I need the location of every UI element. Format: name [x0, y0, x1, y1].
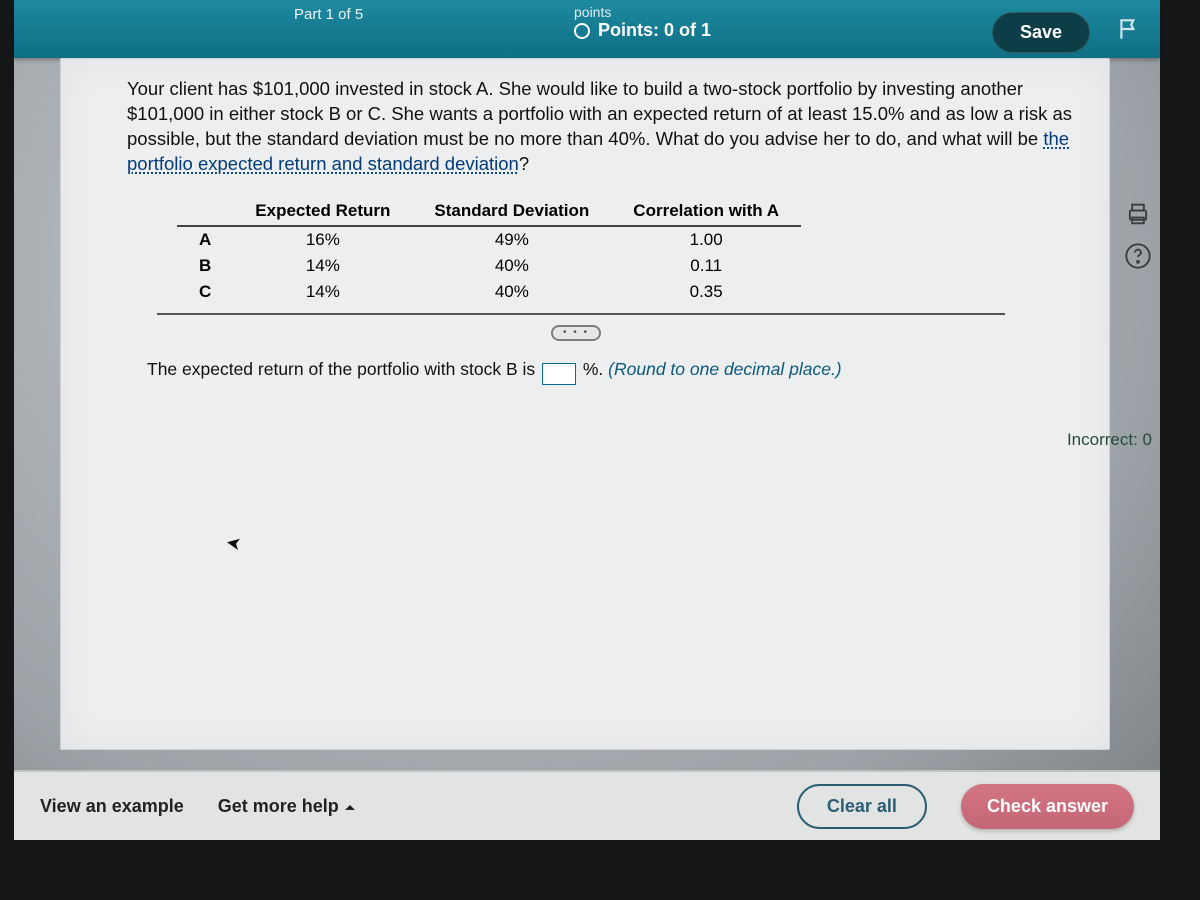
cursor-icon: ➤	[224, 532, 243, 555]
top-bar: Part 1 of 5 points Points: 0 of 1 Save	[14, 0, 1160, 58]
get-more-help-dropdown[interactable]: Get more help	[218, 796, 355, 817]
table-row: B 14% 40% 0.11	[177, 253, 801, 279]
data-table: Expected Return Standard Deviation Corre…	[177, 197, 801, 305]
table-row: A 16% 49% 1.00	[177, 226, 801, 253]
table-row: C 14% 40% 0.35	[177, 279, 801, 305]
answer-prompt: The expected return of the portfolio wit…	[147, 359, 1085, 386]
show-more-icon[interactable]: • • •	[551, 325, 601, 341]
table-divider	[157, 313, 1005, 315]
save-button[interactable]: Save	[992, 12, 1090, 53]
chevron-up-icon	[345, 800, 355, 810]
print-icon[interactable]	[1124, 200, 1152, 228]
table-header-row: Expected Return Standard Deviation Corre…	[177, 197, 801, 226]
part-indicator: Part 1 of 5	[294, 6, 363, 23]
points-label: points	[574, 4, 711, 20]
question-card: Your client has $101,000 invested in sto…	[60, 58, 1110, 750]
flag-icon[interactable]	[1116, 16, 1142, 42]
rounding-hint: (Round to one decimal place.)	[608, 359, 841, 379]
view-example-link[interactable]: View an example	[40, 796, 184, 817]
answer-input[interactable]	[542, 363, 576, 385]
question-text: Your client has $101,000 invested in sto…	[67, 73, 1085, 191]
clear-all-button[interactable]: Clear all	[797, 784, 927, 829]
points-value: Points: 0 of 1	[598, 20, 711, 41]
points-block: points Points: 0 of 1	[574, 4, 711, 41]
points-status-icon	[574, 23, 590, 39]
check-answer-button[interactable]: Check answer	[961, 784, 1134, 829]
help-icon[interactable]	[1124, 242, 1152, 270]
bottom-bar: View an example Get more help Clear all …	[14, 770, 1160, 840]
incorrect-counter: Incorrect: 0	[1067, 430, 1152, 450]
